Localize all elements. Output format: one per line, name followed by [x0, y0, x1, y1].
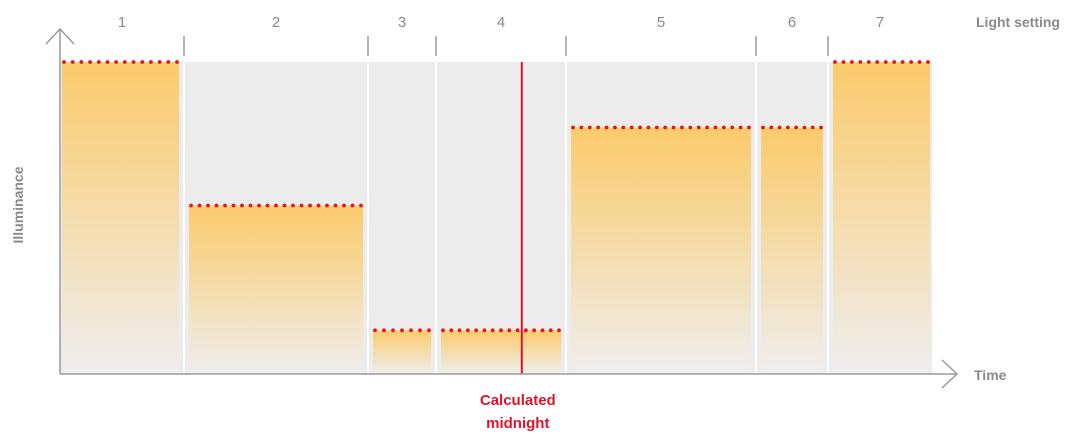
ticks-layer — [183, 36, 829, 56]
dots-layer — [62, 60, 930, 333]
segment-label-2: 2 — [272, 14, 280, 31]
level-dots-5 — [571, 125, 751, 130]
bar-1 — [62, 62, 179, 374]
x-axis-arrow — [941, 359, 959, 389]
y-axis-label: Illuminance — [10, 166, 26, 243]
level-dots-3 — [373, 328, 431, 333]
separators-layer — [183, 62, 829, 374]
bar-7 — [833, 62, 930, 374]
bar-3 — [373, 330, 431, 374]
segment-background-3 — [368, 62, 436, 374]
segment-background-4 — [436, 62, 566, 374]
midnight-label-line2: midnight — [486, 415, 549, 432]
axes-layer — [45, 27, 959, 389]
segment-label-7: 7 — [876, 14, 884, 31]
y-axis-arrow — [45, 27, 75, 45]
bar-4 — [441, 330, 561, 374]
segment-label-4: 4 — [497, 14, 505, 31]
bar-6 — [761, 127, 823, 375]
level-dots-6 — [761, 125, 823, 130]
bars-layer — [62, 62, 930, 375]
level-dots-2 — [189, 203, 363, 208]
segment-label-5: 5 — [657, 14, 665, 31]
segment-label-3: 3 — [398, 14, 406, 31]
segment-label-6: 6 — [788, 14, 796, 31]
x-axis-label: Time — [974, 367, 1007, 383]
midnight-label-line1: Calculated — [480, 392, 556, 409]
bar-5 — [571, 127, 751, 375]
labels-layer: 1 2 3 4 5 6 7 Light setting Illuminance Time — [10, 14, 1060, 383]
marker-layer: Calculated midnight — [480, 62, 556, 432]
level-dots-4 — [441, 328, 561, 333]
light-setting-label: Light setting — [976, 14, 1060, 30]
segment-label-1: 1 — [118, 14, 126, 31]
level-dots-1 — [62, 60, 179, 64]
bar-2 — [189, 205, 363, 374]
level-dots-7 — [833, 60, 930, 64]
